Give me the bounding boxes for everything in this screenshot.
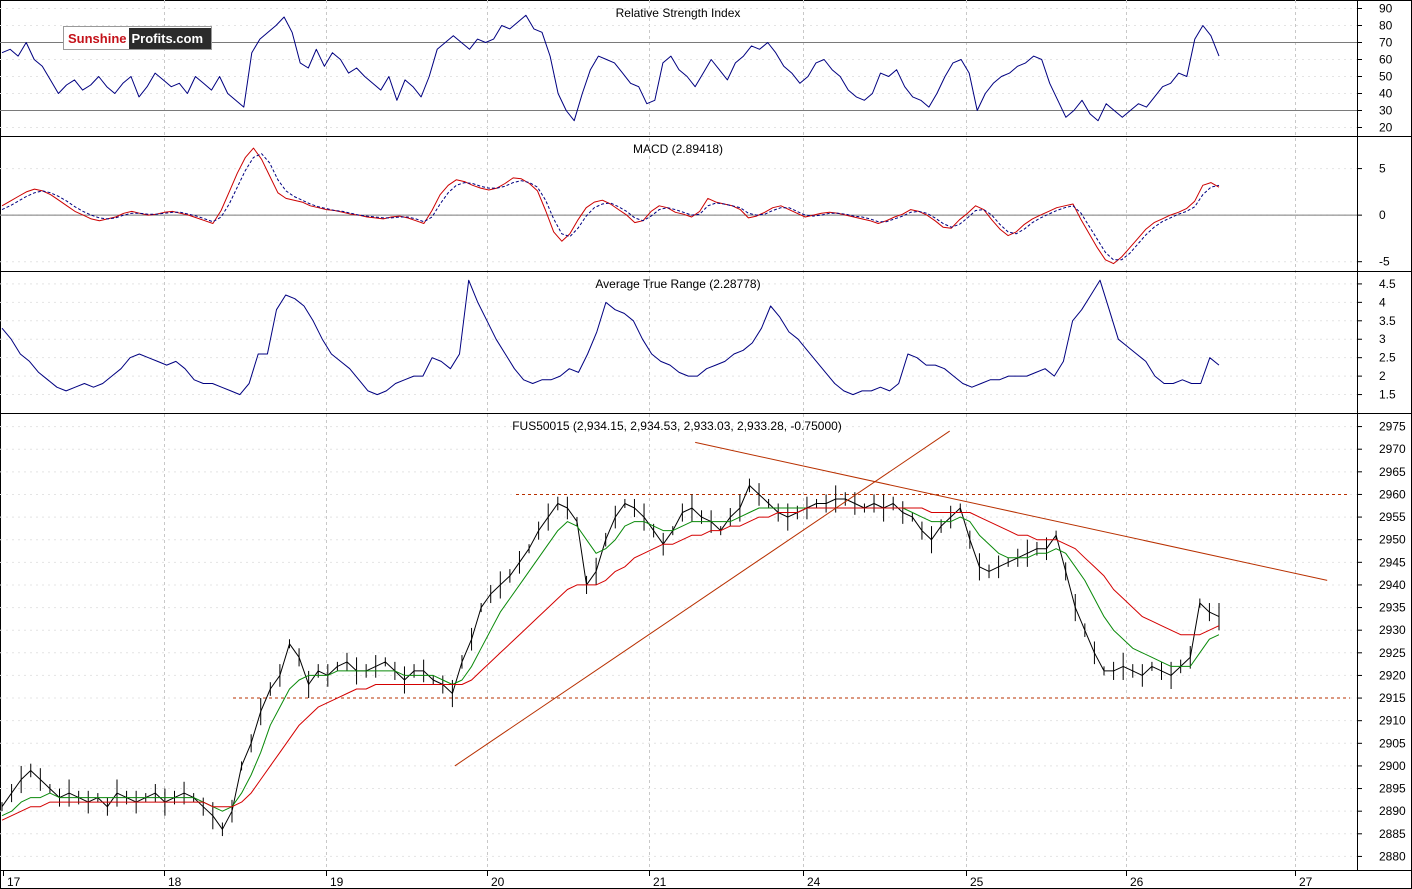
y-tick-label: 2945 <box>1379 555 1406 569</box>
y-tick-label: 2920 <box>1379 668 1406 682</box>
y-tick-label: 1.5 <box>1379 388 1396 402</box>
y-tick-label: 2890 <box>1379 804 1406 818</box>
y-tick-label: 60 <box>1379 53 1393 67</box>
y-tick-label: 5 <box>1379 162 1386 176</box>
y-tick-label: 50 <box>1379 70 1393 84</box>
y-tick-label: 0 <box>1379 208 1386 222</box>
y-tick-label: 2950 <box>1379 533 1406 547</box>
y-tick-label: 2885 <box>1379 827 1406 841</box>
x-tick-label: 27 <box>1299 875 1313 889</box>
pane-2: 5 0 -5 MACD (2.89418) <box>0 136 1412 269</box>
trend-line <box>695 441 1328 581</box>
macd-line <box>1 147 1220 265</box>
y-tick-label: 2970 <box>1379 442 1406 456</box>
y-tick-label: 2.5 <box>1379 351 1396 365</box>
pane-3: 4.5 4 3.5 3 2.5 2 1.5 Average True Range (2.287… <box>0 271 1412 402</box>
y-tick-label: 3.5 <box>1379 314 1396 328</box>
y-tick-label: 2910 <box>1379 714 1406 728</box>
y-tick-label: 90 <box>1379 2 1393 16</box>
y-tick-label: 70 <box>1379 36 1393 50</box>
y-tick-label: 2900 <box>1379 759 1406 773</box>
pane-4: 2975 2970 2965 2960 2955 2950 2945 2940 2935 2930… <box>0 413 1412 863</box>
y-tick-label: 2880 <box>1379 849 1406 863</box>
y-tick-label: 2935 <box>1379 601 1406 615</box>
sunshine-profits-logo: Sunshine Profits.com <box>63 26 212 50</box>
y-tick-label: 30 <box>1379 104 1393 118</box>
y-tick-label: 2975 <box>1379 420 1406 434</box>
indicator-line <box>1 279 1220 396</box>
trend-line <box>454 430 950 767</box>
x-tick-label: 24 <box>807 875 821 889</box>
y-tick-label: 4.5 <box>1379 277 1396 291</box>
y-tick-label: 2955 <box>1379 510 1406 524</box>
y-tick-label: 2940 <box>1379 578 1406 592</box>
pane-title: FUS50015 (2,934.15, 2,934.53, 2,933.03, … <box>512 419 842 433</box>
y-tick-label: 2965 <box>1379 465 1406 479</box>
y-tick-label: 2925 <box>1379 646 1406 660</box>
y-tick-label: 40 <box>1379 87 1393 101</box>
slow-moving-average-line <box>1 507 1220 821</box>
y-tick-label: 2960 <box>1379 487 1406 501</box>
y-tick-label: 80 <box>1379 19 1393 33</box>
logo-text-part2: Profits.com <box>128 27 211 49</box>
y-tick-label: -5 <box>1379 255 1390 269</box>
y-tick-label: 4 <box>1379 295 1386 309</box>
y-tick-label: 2905 <box>1379 736 1406 750</box>
x-tick-label: 25 <box>970 875 984 889</box>
x-tick-label: 18 <box>168 875 182 889</box>
x-tick-label: 19 <box>330 875 344 889</box>
y-tick-label: 2 <box>1379 369 1386 383</box>
indicator-line <box>1 14 1220 122</box>
y-tick-label: 2915 <box>1379 691 1406 705</box>
pane-title: MACD (2.89418) <box>633 142 723 156</box>
x-tick-label: 17 <box>7 875 21 889</box>
price-line <box>1 484 1220 830</box>
logo-text-part1: Sunshine <box>64 30 129 46</box>
x-tick-label: 20 <box>491 875 505 889</box>
y-tick-label: 2930 <box>1379 623 1406 637</box>
pane-title: Average True Range (2.28778) <box>595 277 760 291</box>
y-tick-label: 2895 <box>1379 782 1406 796</box>
signal-line <box>1 153 1220 261</box>
pane-1: 90 80 70 60 50 40 30 20 Relative Strength Index <box>0 2 1393 135</box>
y-tick-label: 20 <box>1379 121 1393 135</box>
x-tick-label: 21 <box>653 875 667 889</box>
pane-title: Relative Strength Index <box>616 6 741 20</box>
x-tick-label: 26 <box>1130 875 1144 889</box>
y-tick-label: 3 <box>1379 332 1386 346</box>
